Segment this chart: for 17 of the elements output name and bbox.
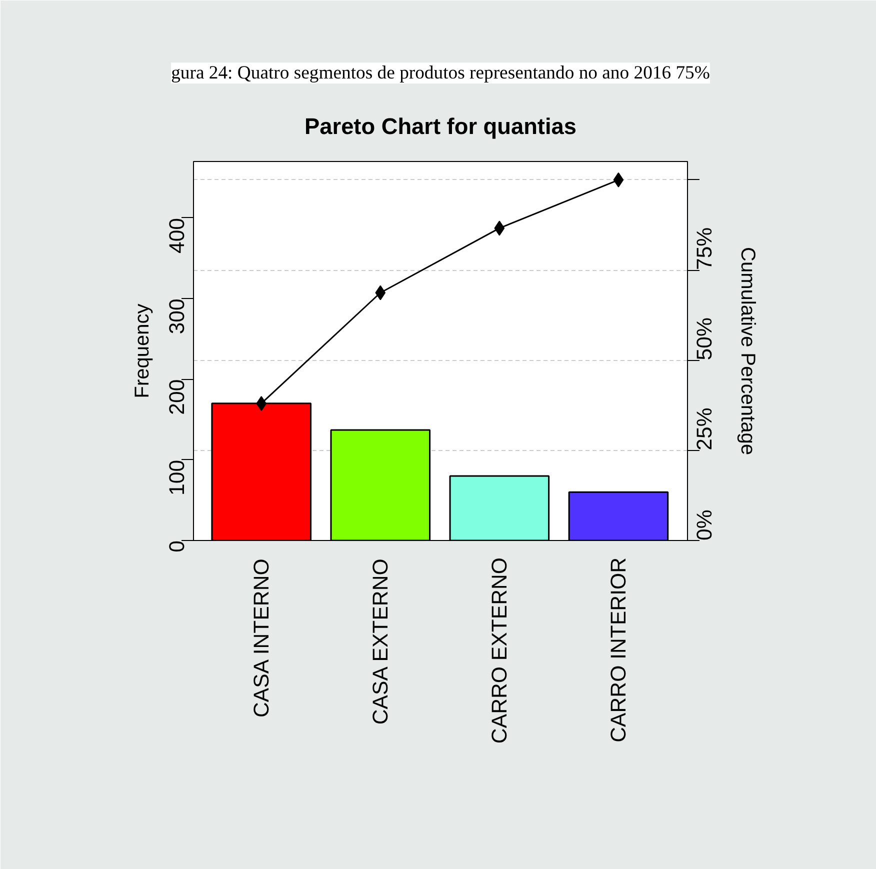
y2-tick-label: 50% [692, 317, 716, 360]
y-tick-label: 300 [165, 298, 189, 334]
x-tick-label: CARRO EXTERNO [487, 557, 512, 744]
x-tick-label: CASA EXTERNO [368, 558, 392, 725]
y-tick-label: 400 [165, 218, 189, 254]
y-axis-title: Frequency [132, 304, 154, 398]
x-tick-label: CASA INTERNO [249, 558, 274, 718]
y-tick-label: 200 [165, 379, 189, 415]
text: gura 24: Quatro segmentos de produtos representando no ano 2016 75% [171, 62, 710, 84]
y2-axis-title: Cumulative Percentage [736, 247, 758, 455]
y2-tick-label: 25% [692, 408, 716, 450]
y2-tick-label: 75% [692, 227, 716, 270]
x-tick-label: CARRO INTERIOR [606, 557, 630, 742]
y-tick-label: 100 [165, 460, 189, 496]
y-tick-label: 0 [165, 540, 189, 552]
chart-title: Pareto Chart for quantias [304, 113, 576, 139]
y2-tick-label: 0% [692, 510, 716, 540]
